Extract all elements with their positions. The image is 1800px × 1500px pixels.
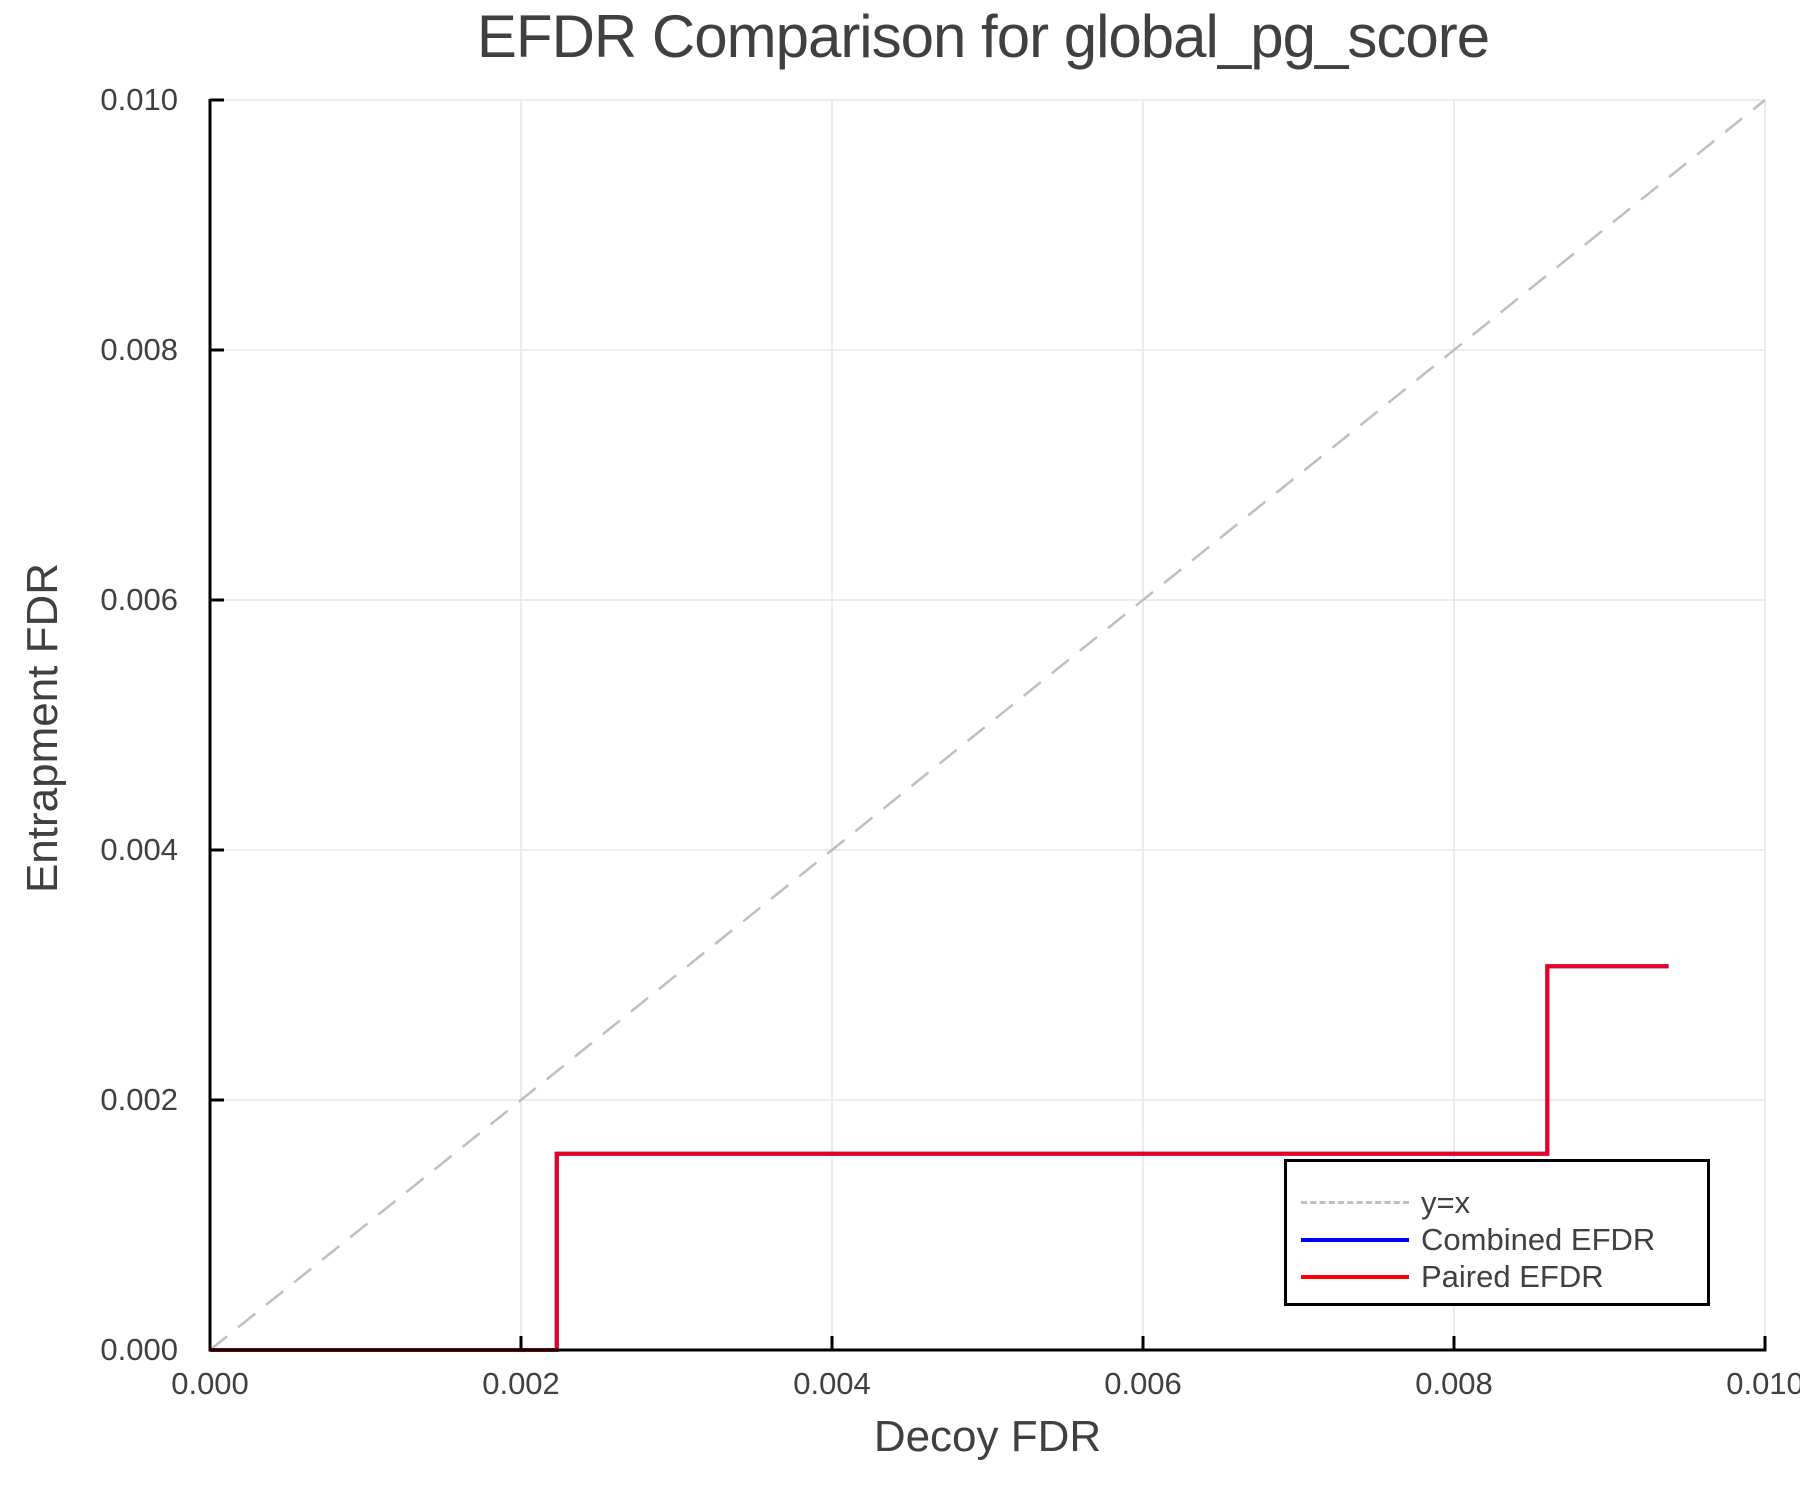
y-tick-label: 0.010 [100, 82, 178, 117]
legend-item-paired: Paired EFDR [1287, 1258, 1707, 1295]
y-tick-label: 0.000 [100, 1332, 178, 1367]
y-tick-label: 0.004 [100, 832, 178, 867]
legend-label: Combined EFDR [1421, 1222, 1656, 1257]
axes [208, 98, 1767, 1352]
x-tick-label: 0.002 [482, 1366, 560, 1401]
chart-title: EFDR Comparison for global_pg_score [476, 3, 1490, 70]
legend-swatch-dashed [1301, 1201, 1409, 1204]
legend-label: y=x [1421, 1185, 1471, 1220]
x-tick-label: 0.008 [1415, 1366, 1493, 1401]
x-tick-label: 0.004 [793, 1366, 871, 1401]
x-axis-label: Decoy FDR [873, 1412, 1102, 1461]
series-y-x [209, 99, 1766, 1351]
x-tick-label: 0.000 [171, 1366, 249, 1401]
legend-label: Paired EFDR [1421, 1259, 1604, 1294]
y-axis-label: Entrapment FDR [18, 562, 67, 894]
legend-item-yx: y=x [1287, 1184, 1707, 1221]
y-tick-label: 0.006 [100, 582, 178, 617]
chart-legend: y=x Combined EFDR Paired EFDR [1284, 1159, 1710, 1306]
x-tick-label: 0.010 [1726, 1366, 1800, 1401]
y-tick-label: 0.002 [100, 1082, 178, 1117]
legend-swatch-blue [1301, 1238, 1409, 1242]
legend-item-combined: Combined EFDR [1287, 1221, 1707, 1258]
y-tick-label: 0.008 [100, 332, 178, 367]
x-tick-label: 0.006 [1104, 1366, 1182, 1401]
legend-swatch-red [1301, 1275, 1409, 1279]
